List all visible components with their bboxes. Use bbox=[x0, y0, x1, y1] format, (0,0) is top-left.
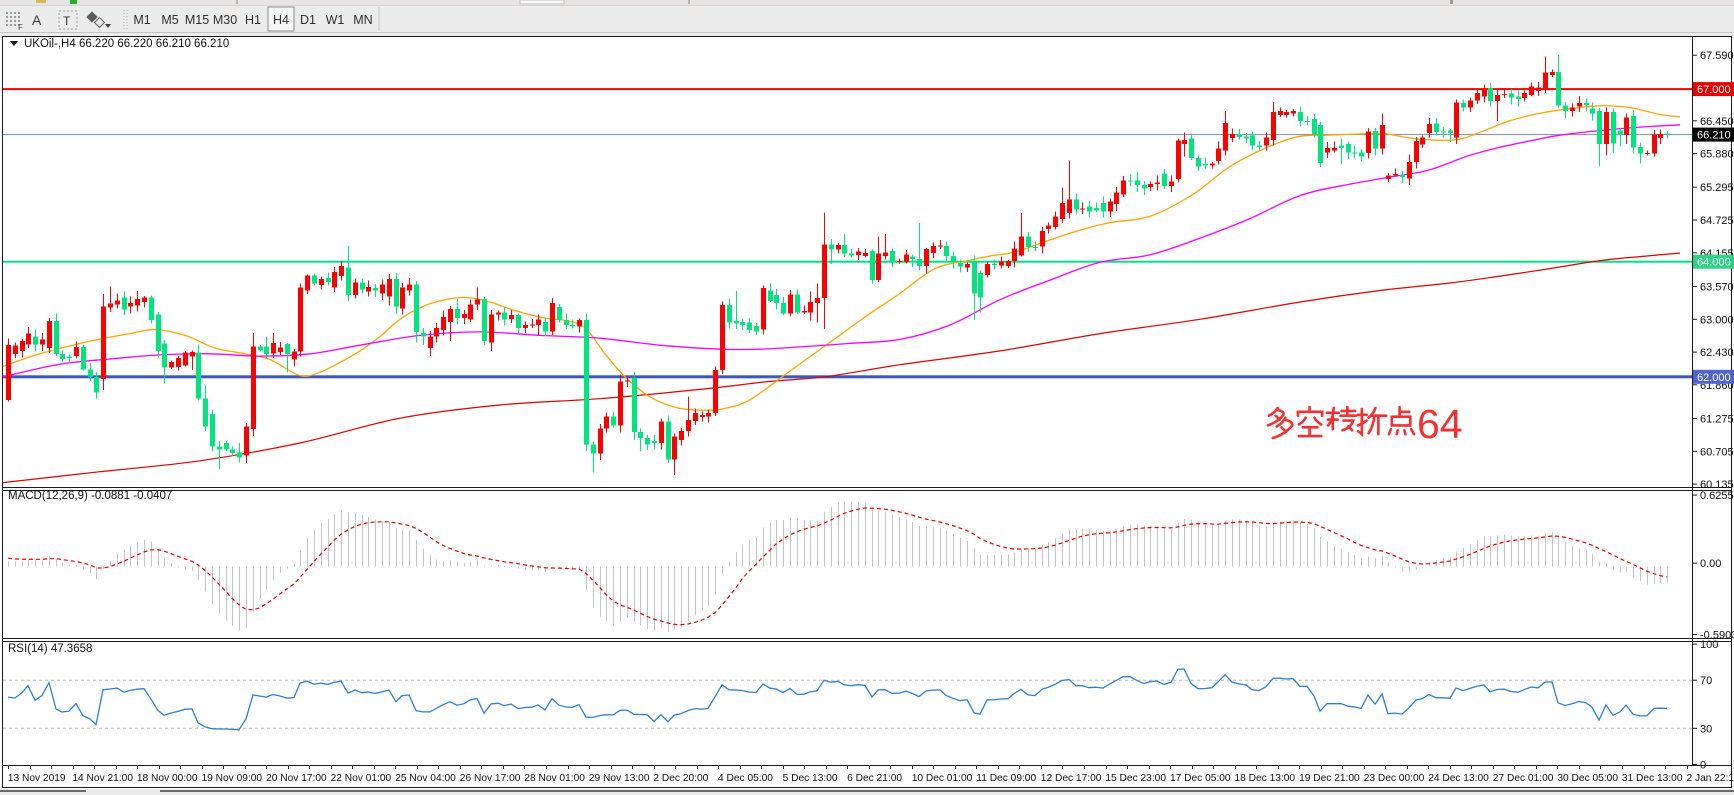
svg-text:60.135: 60.135 bbox=[1700, 479, 1734, 491]
svg-text:64.000: 64.000 bbox=[1697, 257, 1731, 269]
svg-text:-0.5903: -0.5903 bbox=[1700, 630, 1734, 642]
svg-text:D1: D1 bbox=[300, 13, 316, 27]
svg-text:5 Dec 13:00: 5 Dec 13:00 bbox=[783, 773, 838, 784]
svg-text:66.210: 66.210 bbox=[1697, 130, 1731, 142]
svg-text:M30: M30 bbox=[213, 13, 237, 27]
svg-text:12 Dec 17:00: 12 Dec 17:00 bbox=[1041, 773, 1102, 784]
svg-text:64: 64 bbox=[1417, 401, 1463, 447]
svg-text:30 Dec 05:00: 30 Dec 05:00 bbox=[1557, 773, 1618, 784]
svg-text:63.570: 63.570 bbox=[1700, 282, 1734, 294]
svg-text:A: A bbox=[32, 12, 42, 28]
svg-text:62.000: 62.000 bbox=[1697, 372, 1731, 384]
svg-text:64.725: 64.725 bbox=[1700, 215, 1734, 227]
svg-text:23 Dec 00:00: 23 Dec 00:00 bbox=[1364, 773, 1425, 784]
svg-text:UKOil-,H4 66.220 66.220 66.21: UKOil-,H4 66.220 66.220 66.210 66.210 bbox=[24, 38, 229, 50]
svg-text:67.000: 67.000 bbox=[1697, 84, 1731, 96]
svg-text:11 Dec 09:00: 11 Dec 09:00 bbox=[976, 773, 1036, 784]
svg-text:26 Nov 17:00: 26 Nov 17:00 bbox=[460, 773, 521, 784]
svg-text:RSI(14) 47.3658: RSI(14) 47.3658 bbox=[8, 643, 92, 655]
svg-text:0.00: 0.00 bbox=[1700, 558, 1721, 570]
svg-text:2 Dec 20:00: 2 Dec 20:00 bbox=[653, 773, 708, 784]
svg-text:63.000: 63.000 bbox=[1700, 314, 1734, 326]
svg-text:0: 0 bbox=[1700, 759, 1706, 771]
svg-text:M15: M15 bbox=[185, 13, 209, 27]
svg-text:30: 30 bbox=[1700, 723, 1712, 735]
svg-text:22 Nov 01:00: 22 Nov 01:00 bbox=[331, 773, 392, 784]
svg-text:65.880: 65.880 bbox=[1700, 149, 1734, 161]
svg-text:18 Dec 13:00: 18 Dec 13:00 bbox=[1235, 773, 1296, 784]
svg-text:100: 100 bbox=[1700, 639, 1718, 651]
svg-text:65.295: 65.295 bbox=[1700, 182, 1734, 194]
svg-text:H1: H1 bbox=[245, 13, 261, 27]
svg-text:4 Dec 05:00: 4 Dec 05:00 bbox=[718, 773, 773, 784]
svg-text:14 Nov 21:00: 14 Nov 21:00 bbox=[72, 773, 133, 784]
svg-text:15 Dec 23:00: 15 Dec 23:00 bbox=[1105, 773, 1166, 784]
svg-text:17 Dec 05:00: 17 Dec 05:00 bbox=[1170, 773, 1231, 784]
svg-text:60.705: 60.705 bbox=[1700, 446, 1734, 458]
svg-text:M1: M1 bbox=[133, 13, 150, 27]
svg-text:18 Nov 00:00: 18 Nov 00:00 bbox=[137, 773, 198, 784]
svg-text:M5: M5 bbox=[161, 13, 178, 27]
svg-text:MACD(12,26,9) -0.0881 -0.0407: MACD(12,26,9) -0.0881 -0.0407 bbox=[8, 490, 172, 502]
svg-text:24 Dec 13:00: 24 Dec 13:00 bbox=[1428, 773, 1489, 784]
svg-text:61.275: 61.275 bbox=[1700, 414, 1734, 426]
svg-text:20 Nov 17:00: 20 Nov 17:00 bbox=[266, 773, 327, 784]
svg-text:27 Dec 01:00: 27 Dec 01:00 bbox=[1493, 773, 1554, 784]
svg-text:F: F bbox=[18, 23, 23, 32]
svg-text:29 Nov 13:00: 29 Nov 13:00 bbox=[589, 773, 650, 784]
svg-text:0.6255: 0.6255 bbox=[1700, 490, 1734, 502]
svg-text:67.590: 67.590 bbox=[1700, 50, 1734, 62]
svg-text:19 Nov 09:00: 19 Nov 09:00 bbox=[202, 773, 263, 784]
svg-text:19 Dec 21:00: 19 Dec 21:00 bbox=[1299, 773, 1360, 784]
svg-text:T: T bbox=[63, 14, 71, 28]
svg-text:6 Dec 21:00: 6 Dec 21:00 bbox=[847, 773, 902, 784]
svg-text:13 Nov 2019: 13 Nov 2019 bbox=[8, 773, 66, 784]
svg-text:MN: MN bbox=[353, 13, 372, 27]
svg-text:31 Dec 13:00: 31 Dec 13:00 bbox=[1622, 773, 1683, 784]
svg-text:10 Dec 01:00: 10 Dec 01:00 bbox=[912, 773, 973, 784]
svg-text:W1: W1 bbox=[326, 13, 345, 27]
svg-text:2 Jan 22:15: 2 Jan 22:15 bbox=[1687, 773, 1734, 784]
svg-text:62.430: 62.430 bbox=[1700, 347, 1734, 359]
svg-text:70: 70 bbox=[1700, 675, 1712, 687]
svg-text:28 Nov 01:00: 28 Nov 01:00 bbox=[524, 773, 585, 784]
svg-text:66.450: 66.450 bbox=[1700, 116, 1734, 128]
svg-text:H4: H4 bbox=[273, 13, 289, 27]
svg-text:25 Nov 04:00: 25 Nov 04:00 bbox=[395, 773, 456, 784]
